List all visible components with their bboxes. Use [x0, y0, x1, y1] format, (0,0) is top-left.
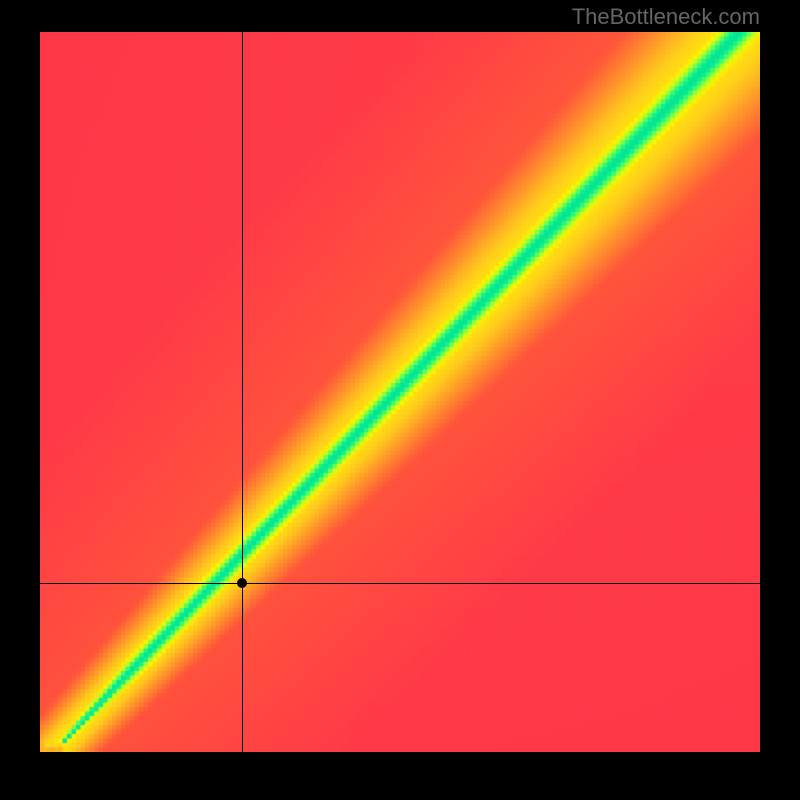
heatmap-canvas: [40, 32, 760, 752]
heatmap-plot: [40, 32, 760, 752]
crosshair-vertical: [242, 32, 243, 752]
crosshair-marker: [237, 578, 247, 588]
crosshair-horizontal: [40, 583, 760, 584]
watermark-text: TheBottleneck.com: [572, 4, 760, 30]
